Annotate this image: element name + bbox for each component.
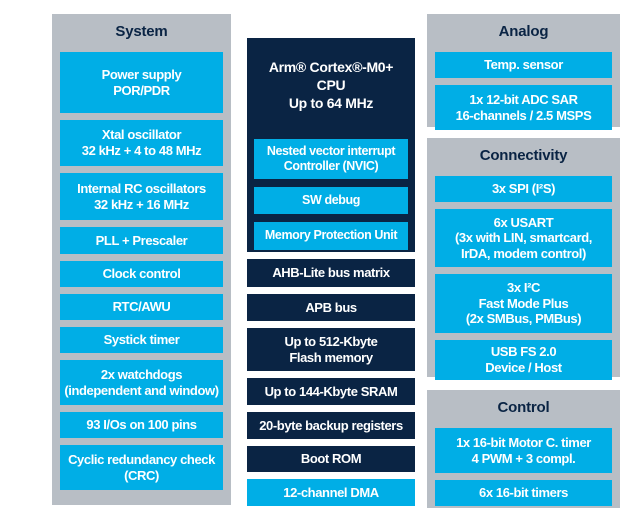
block-boot-rom: Boot ROM <box>247 446 415 472</box>
connectivity-group-header: Connectivity <box>479 147 568 164</box>
block-ios-pins: 93 I/Os on 100 pins <box>60 412 223 438</box>
block-apb-bus: APB bus <box>247 294 415 321</box>
control-group-header: Control <box>497 399 550 416</box>
block-dma: 12-channel DMA <box>247 479 415 506</box>
block-clock-control: Clock control <box>60 261 223 287</box>
analog-group: Analog Temp. sensor 1x 12-bit ADC SAR 16… <box>427 14 620 130</box>
block-temp-sensor: Temp. sensor <box>435 52 612 78</box>
cpu-block: Arm® Cortex®-M0+ CPU Up to 64 MHz Nested… <box>247 38 415 252</box>
block-memory-protection-unit: Memory Protection Unit <box>254 221 408 250</box>
block-rtc-awu: RTC/AWU <box>60 294 223 320</box>
block-internal-rc-osc: Internal RC oscillators 32 kHz + 16 MHz <box>60 173 223 220</box>
block-flash-memory: Up to 512-Kbyte Flash memory <box>247 328 415 371</box>
system-group: System Power supply POR/PDR Xtal oscilla… <box>52 14 231 505</box>
cpu-title: Arm® Cortex®-M0+ CPU Up to 64 MHz <box>268 59 394 112</box>
block-sw-debug: SW debug <box>254 186 408 214</box>
block-crc: Cyclic redundancy check (CRC) <box>60 445 223 490</box>
cpu-bus-memory-column: Arm® Cortex®-M0+ CPU Up to 64 MHz Nested… <box>247 38 415 506</box>
block-watchdogs: 2x watchdogs (independent and window) <box>60 360 223 405</box>
block-motor-timer: 1x 16-bit Motor C. timer 4 PWM + 3 compl… <box>435 428 612 473</box>
system-group-header: System <box>115 23 168 40</box>
block-ahb-lite-bus-matrix: AHB-Lite bus matrix <box>247 259 415 287</box>
block-usart: 6x USART (3x with LIN, smartcard, IrDA, … <box>435 209 612 267</box>
block-backup-registers: 20-byte backup registers <box>247 412 415 439</box>
block-nvic: Nested vector interrupt Controller (NVIC… <box>254 138 408 179</box>
block-sram: Up to 144-Kbyte SRAM <box>247 378 415 405</box>
block-pll-prescaler: PLL + Prescaler <box>60 227 223 254</box>
block-16bit-timers: 6x 16-bit timers <box>435 480 612 506</box>
block-usb: USB FS 2.0 Device / Host <box>435 340 612 380</box>
block-power-supply: Power supply POR/PDR <box>60 52 223 113</box>
block-xtal-oscillator: Xtal oscillator 32 kHz + 4 to 48 MHz <box>60 120 223 166</box>
block-spi: 3x SPI (I²S) <box>435 176 612 202</box>
block-i2c: 3x I²C Fast Mode Plus (2x SMBus, PMBus) <box>435 274 612 333</box>
control-group: Control 1x 16-bit Motor C. timer 4 PWM +… <box>427 390 620 508</box>
block-adc-sar: 1x 12-bit ADC SAR 16-channels / 2.5 MSPS <box>435 85 612 130</box>
connectivity-group: Connectivity 3x SPI (I²S) 6x USART (3x w… <box>427 138 620 380</box>
block-systick-timer: Systick timer <box>60 327 223 353</box>
analog-group-header: Analog <box>498 23 549 40</box>
